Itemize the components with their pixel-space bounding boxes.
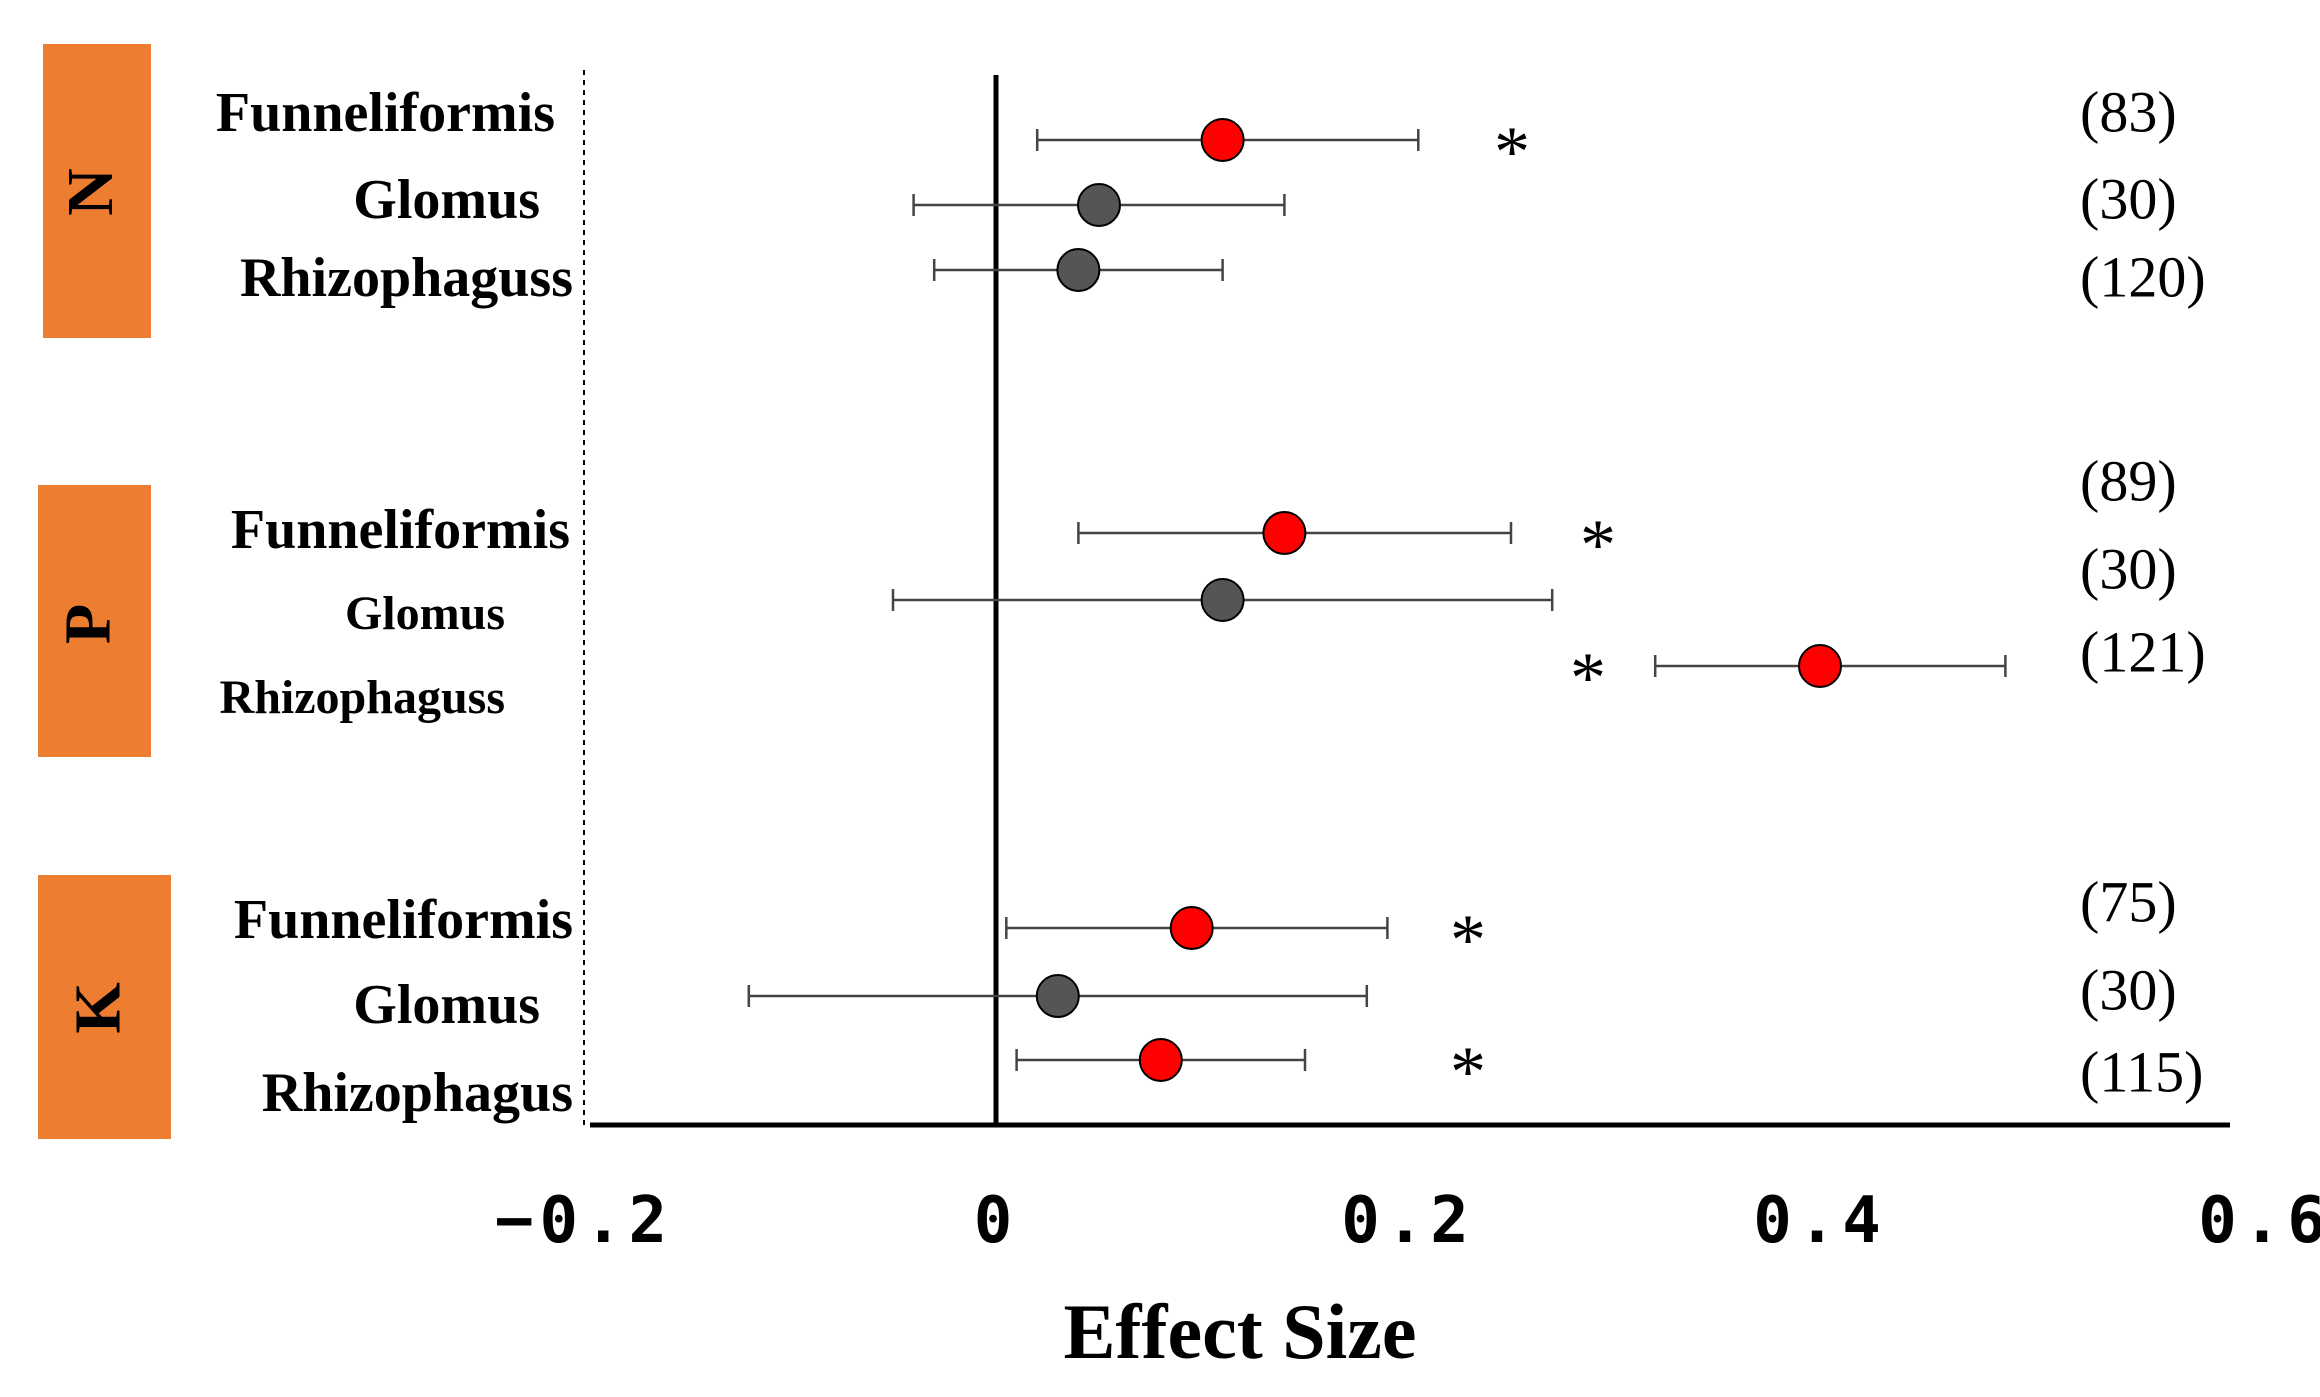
effect-point bbox=[1262, 511, 1307, 555]
sample-count: (89) bbox=[2080, 448, 2177, 513]
significance-star: * bbox=[1450, 900, 1486, 980]
significance-star: * bbox=[1494, 112, 1530, 192]
x-axis-label: Effect Size bbox=[1064, 1288, 1417, 1375]
group-box-n bbox=[43, 44, 151, 338]
row-label: Funneliformis bbox=[216, 82, 555, 144]
row-label: Funneliformis bbox=[234, 889, 573, 951]
row-label: Glomus bbox=[345, 587, 505, 640]
significance-stars: * * * * * bbox=[1450, 112, 1616, 1112]
group-box-k bbox=[38, 875, 171, 1139]
group-box-p bbox=[38, 485, 151, 757]
group-label: N bbox=[54, 168, 127, 216]
sample-count: (30) bbox=[2080, 536, 2177, 601]
row-label: Rhizophaguss bbox=[240, 247, 573, 309]
row-label: Rhizophagus bbox=[262, 1062, 573, 1124]
error-bars bbox=[747, 129, 2007, 1071]
effect-point bbox=[1035, 974, 1080, 1018]
group-label: K bbox=[62, 982, 135, 1033]
sample-count: (121) bbox=[2080, 619, 2206, 684]
effect-point bbox=[1169, 906, 1214, 950]
significance-star: * bbox=[1580, 505, 1616, 585]
effect-point bbox=[1798, 644, 1842, 688]
x-tick-label: 0 bbox=[974, 1184, 1019, 1258]
row-label: Rhizophaguss bbox=[220, 671, 505, 724]
significance-star: * bbox=[1450, 1032, 1486, 1112]
x-tick-label: 0.6 bbox=[2198, 1184, 2320, 1258]
x-tick-label: −0.2 bbox=[495, 1184, 673, 1258]
group-boxes: N P K bbox=[38, 44, 171, 1139]
sample-count: (30) bbox=[2080, 166, 2177, 231]
x-tick-label: 0.2 bbox=[1341, 1184, 1475, 1258]
significance-star: * bbox=[1570, 638, 1606, 718]
group-label: P bbox=[52, 604, 125, 644]
sample-count: (75) bbox=[2080, 869, 2177, 934]
row-label: Funneliformis bbox=[231, 499, 570, 561]
sample-counts: (83) (30) (120) (89) (30) (121) (75) (30) (115) bbox=[2080, 79, 2206, 1104]
x-tick-label: 0.4 bbox=[1753, 1184, 1887, 1258]
effect-point bbox=[1200, 118, 1245, 162]
row-label: Glomus bbox=[353, 169, 540, 231]
x-tick-labels: −0.2 0 0.2 0.4 0.6 bbox=[495, 1184, 2320, 1258]
effect-points bbox=[1035, 118, 1842, 1082]
sample-count: (83) bbox=[2080, 79, 2177, 144]
sample-count: (30) bbox=[2080, 957, 2177, 1022]
effect-point bbox=[1138, 1038, 1183, 1082]
sample-count: (120) bbox=[2080, 244, 2206, 309]
effect-point bbox=[1056, 248, 1101, 292]
sample-count: (115) bbox=[2080, 1039, 2203, 1104]
effect-point bbox=[1200, 578, 1245, 622]
row-labels: Funneliformis Glomus Rhizophaguss Funnelifo… bbox=[216, 82, 573, 1124]
row-label: Glomus bbox=[353, 974, 540, 1036]
effect-point bbox=[1077, 183, 1121, 227]
